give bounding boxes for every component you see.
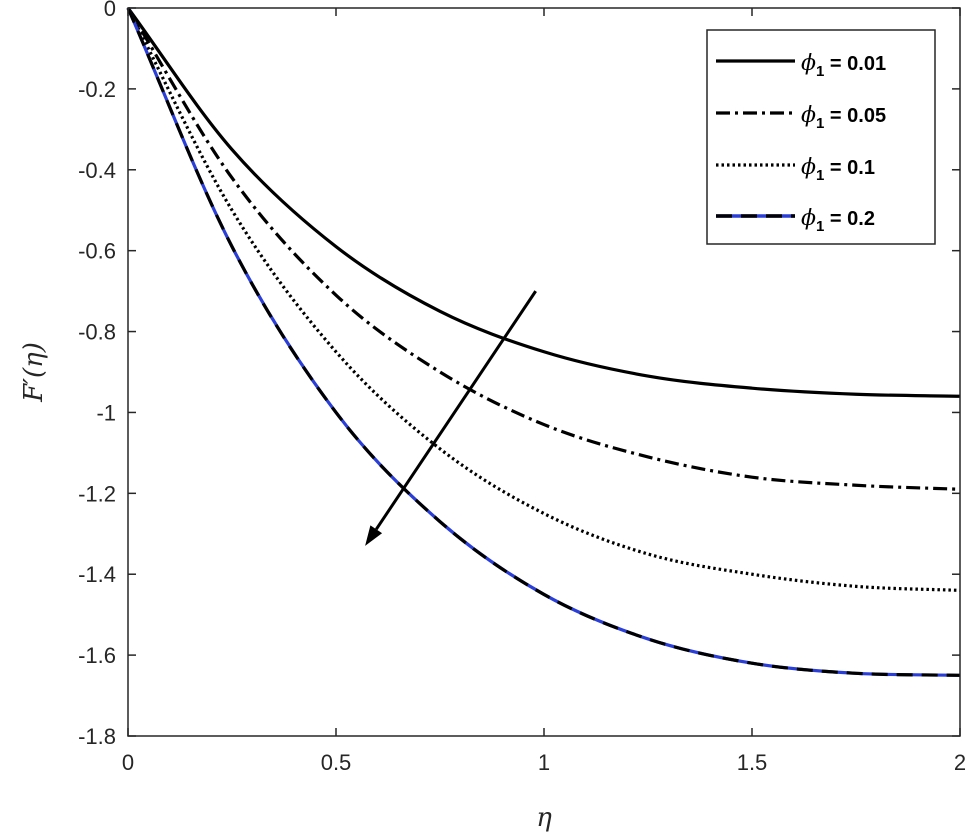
- y-tick-label: -1.6: [78, 643, 116, 668]
- legend-entry-3: ϕ1 = 0.1: [716, 155, 875, 184]
- x-tick-label: 0.5: [321, 750, 352, 775]
- legend-label-3: ϕ1 = 0.1: [801, 155, 875, 184]
- y-tick-label: -0.8: [78, 320, 116, 345]
- y-tick-label: 0: [104, 0, 116, 21]
- y-tick-label: -0.6: [78, 239, 116, 264]
- legend-symbol-2: ϕ: [801, 103, 816, 128]
- legend-subscript-4: 1: [816, 218, 824, 235]
- legend-value-1: = 0.01: [824, 53, 886, 75]
- legend-symbol-1: ϕ: [801, 51, 816, 76]
- series-layer: [126, 7, 961, 677]
- series-line-4-dash-overlay: [126, 7, 961, 677]
- legend-symbol-4: ϕ: [801, 206, 816, 231]
- y-tick-label: -0.2: [78, 77, 116, 102]
- legend-label-1: ϕ1 = 0.01: [801, 51, 886, 80]
- legend-subscript-2: 1: [816, 115, 824, 132]
- x-tick-label: 1: [538, 750, 550, 775]
- legend-label-2: ϕ1 = 0.05: [801, 103, 886, 132]
- series-line-1: [126, 7, 961, 398]
- legend-entry-4: ϕ1 = 0.2: [716, 206, 875, 235]
- legend-entry-1: ϕ1 = 0.01: [716, 51, 886, 80]
- y-tick-label: -1.4: [78, 562, 116, 587]
- y-tick-label: -0.4: [78, 158, 116, 183]
- annotation-arrow: [365, 290, 537, 546]
- arrow-head: [365, 525, 383, 546]
- legend-box: [706, 29, 936, 245]
- tick-layer: 0 0.5 1 1.5 2 0 -0.2 -0.4 -0.6 -0.8 -1 -1.2 -1.4 -1.6…: [78, 0, 966, 775]
- arrow-shaft: [374, 290, 537, 531]
- legend-value-3: = 0.1: [824, 157, 875, 179]
- series-line-3: [126, 7, 961, 592]
- y-tick-label: -1: [96, 400, 116, 425]
- legend: ϕ1 = 0.01 ϕ1 = 0.05 ϕ1 = 0.1 ϕ1 = 0.2: [706, 29, 936, 245]
- legend-value-2: = 0.05: [824, 105, 886, 127]
- y-tick-label: -1.8: [78, 724, 116, 749]
- legend-entry-2: ϕ1 = 0.05: [716, 103, 886, 132]
- legend-subscript-3: 1: [816, 167, 824, 184]
- x-axis-label: η: [536, 803, 552, 833]
- x-tick-label: 2: [954, 750, 966, 775]
- legend-label-4: ϕ1 = 0.2: [801, 206, 875, 235]
- x-tick-label: 1.5: [737, 750, 768, 775]
- y-axis-label: F′(η): [19, 342, 49, 403]
- series-line-2: [126, 7, 961, 491]
- y-tick-label: -1.2: [78, 481, 116, 506]
- legend-subscript-1: 1: [816, 63, 824, 80]
- x-tick-label: 0: [122, 750, 134, 775]
- legend-value-4: = 0.2: [824, 208, 875, 230]
- legend-symbol-3: ϕ: [801, 155, 816, 180]
